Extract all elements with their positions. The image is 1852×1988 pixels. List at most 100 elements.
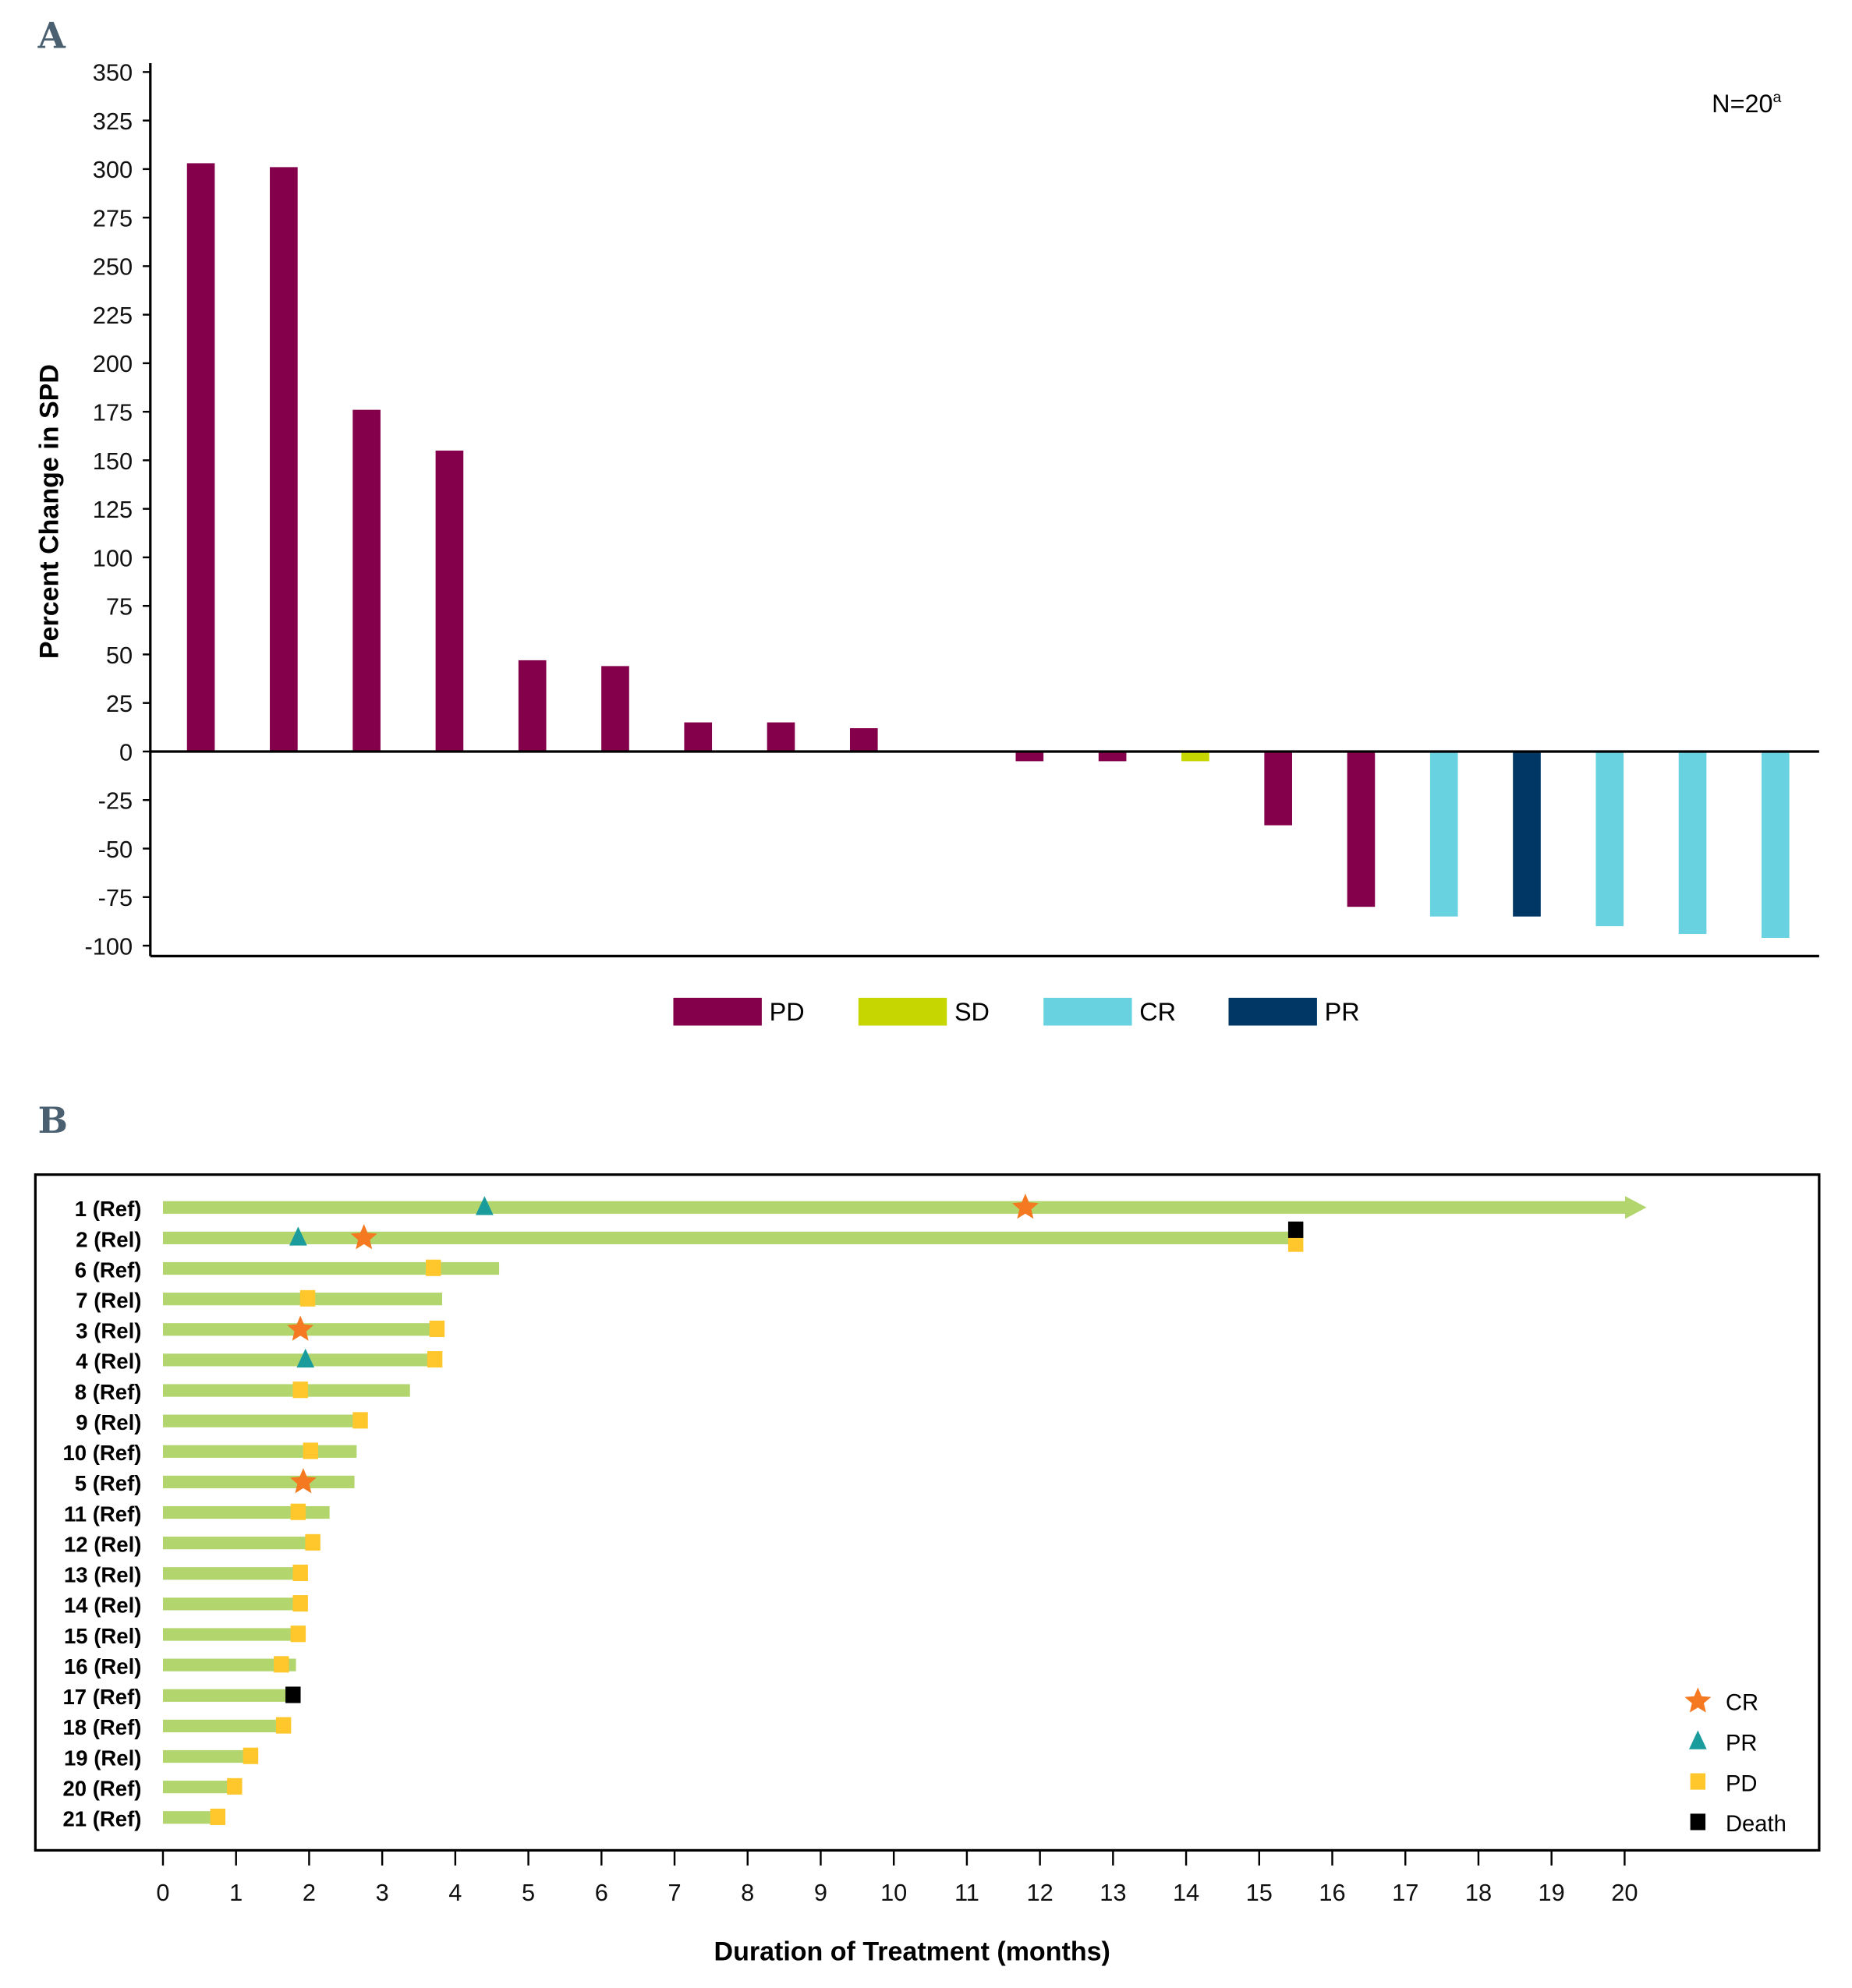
x-tick-label: 17 <box>1392 1879 1418 1906</box>
x-tick-label: 8 <box>741 1879 754 1906</box>
legend-label-cr: CR <box>1139 998 1176 1026</box>
pd-marker <box>292 1564 308 1582</box>
row-label: 4 (Rel) <box>76 1350 141 1374</box>
bar-pd <box>186 163 215 752</box>
x-tick-label: 6 <box>595 1879 608 1906</box>
bar-pd <box>435 450 464 752</box>
x-tick-label: 0 <box>156 1879 169 1906</box>
bar-pd <box>684 722 713 752</box>
row-label: 19 (Rel) <box>64 1746 141 1770</box>
row-label: 12 (Rel) <box>64 1532 141 1556</box>
x-tick-label: 4 <box>448 1879 462 1906</box>
bar-cr <box>1762 751 1790 939</box>
bar-pd <box>518 660 547 752</box>
row-label: 6 (Ref) <box>75 1258 142 1282</box>
y-tick-label: 175 <box>93 398 133 426</box>
x-tick-label: 16 <box>1319 1879 1345 1906</box>
legend-death-icon <box>1690 1813 1706 1831</box>
row-label: 20 (Ref) <box>62 1776 141 1800</box>
row-label: 16 (Rel) <box>64 1654 141 1678</box>
duration-bar <box>162 1384 410 1397</box>
pd-marker <box>352 1412 368 1429</box>
x-tick-label: 15 <box>1246 1879 1273 1906</box>
bar-sd <box>1181 751 1209 762</box>
x-tick-label: 7 <box>667 1879 681 1906</box>
pd-marker <box>427 1351 443 1368</box>
duration-bar <box>162 1658 296 1671</box>
y-tick-label: 75 <box>106 593 133 621</box>
swimmer-chart: 0 1 2 3 4 5 6 7 8 9 10 11 12 13 14 15 16 17 18 19 201 (Ref)2… <box>34 1173 1821 1906</box>
bar-cr <box>1429 751 1458 917</box>
panel-label-b: B <box>38 1099 68 1141</box>
x-tick-label: 2 <box>303 1879 316 1906</box>
pd-marker <box>305 1533 320 1551</box>
bar-pd <box>849 728 878 752</box>
y-tick-label: -100 <box>85 932 133 960</box>
duration-bar <box>162 1719 280 1733</box>
legend-pr-icon <box>1689 1730 1707 1749</box>
pd-marker <box>275 1717 292 1734</box>
cr-marker <box>289 1468 317 1494</box>
waterfall-chart: 3503253002752502252001751501251007550250… <box>85 59 1819 1026</box>
bar-cr <box>1595 751 1624 927</box>
legend-swatch-cr <box>1043 997 1132 1026</box>
y-tick-label: 325 <box>93 108 133 135</box>
duration-bar <box>162 1749 247 1763</box>
row-label: 7 (Rel) <box>76 1289 141 1313</box>
bar-pd <box>1015 751 1044 762</box>
row-label: 18 (Ref) <box>62 1715 141 1739</box>
duration-bar <box>162 1689 291 1702</box>
row-label: 10 (Ref) <box>62 1441 141 1465</box>
pd-marker <box>274 1656 289 1673</box>
pd-marker <box>292 1595 308 1612</box>
pd-marker <box>426 1259 441 1276</box>
y-tick-label: 125 <box>93 496 133 523</box>
x-tick-label: 9 <box>814 1879 827 1906</box>
legend-label-sd: SD <box>954 998 990 1026</box>
cr-marker <box>287 1315 314 1341</box>
y-tick-label: 225 <box>93 302 133 329</box>
duration-bar <box>162 1414 364 1427</box>
x-tick-label: 18 <box>1465 1879 1492 1906</box>
death-marker <box>285 1686 301 1703</box>
legend-swatch-sd <box>858 997 947 1026</box>
pd-marker <box>290 1503 306 1520</box>
pr-marker <box>296 1348 315 1368</box>
duration-bar <box>162 1628 299 1641</box>
bar-pd <box>767 722 795 752</box>
x-tick-label: 3 <box>376 1879 389 1906</box>
bar-pd <box>270 167 298 752</box>
y-tick-label: 50 <box>106 642 133 669</box>
row-label: 21 (Ref) <box>62 1807 141 1831</box>
n-annotation: N=20a <box>1712 89 1781 118</box>
pd-marker <box>299 1289 316 1307</box>
legend-swatch-pr <box>1228 997 1317 1026</box>
duration-bar <box>162 1811 211 1824</box>
pd-marker <box>290 1625 306 1643</box>
duration-bar <box>162 1261 500 1275</box>
duration-bar <box>162 1445 357 1458</box>
y-tick-label: 200 <box>93 350 133 377</box>
plot-frame <box>34 1173 1821 1852</box>
bar-cr <box>1678 751 1707 935</box>
row-label: 9 (Rel) <box>76 1410 141 1434</box>
duration-bar <box>162 1781 229 1794</box>
pd-marker <box>227 1778 243 1795</box>
y-tick-label: -75 <box>98 884 133 911</box>
legend-cr-icon <box>1684 1687 1712 1713</box>
row-label: 14 (Rel) <box>64 1594 141 1618</box>
y-tick-label: 100 <box>93 544 133 571</box>
y-tick-label: 250 <box>93 253 133 281</box>
legend-label-cr: CR <box>1726 1691 1758 1716</box>
pd-marker <box>292 1381 308 1399</box>
pd-marker <box>303 1442 319 1459</box>
row-label: 13 (Rel) <box>64 1563 141 1587</box>
duration-bar <box>162 1597 303 1611</box>
row-label: 15 (Rel) <box>64 1624 141 1648</box>
x-axis-label: Duration of Treatment (months) <box>714 1937 1110 1966</box>
pr-marker <box>476 1196 494 1215</box>
cr-marker <box>1011 1193 1039 1219</box>
bar-pd <box>1264 751 1292 826</box>
panel-label-a: A <box>37 15 66 57</box>
